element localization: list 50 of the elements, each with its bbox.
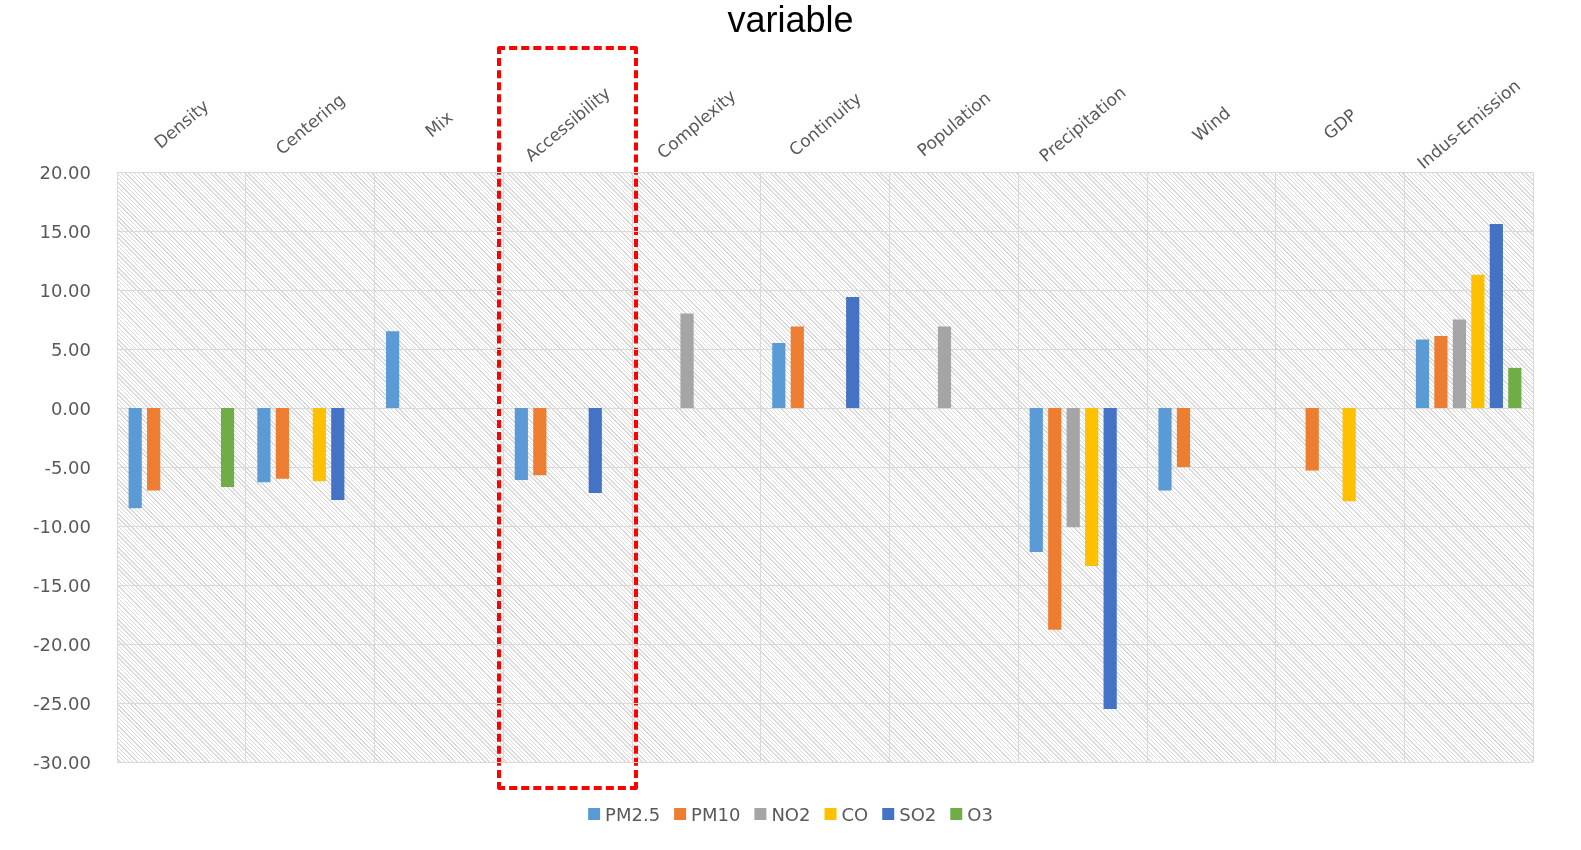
y-tick-label: 5.00 xyxy=(50,338,91,360)
legend-label: SO2 xyxy=(899,803,937,825)
bar xyxy=(790,326,804,408)
bar xyxy=(1434,336,1448,408)
bar xyxy=(1176,408,1191,467)
y-tick-label: 20.00 xyxy=(39,161,91,183)
y-tick-label: 0.00 xyxy=(50,397,91,419)
bar xyxy=(147,408,161,491)
legend-label: O3 xyxy=(967,803,993,825)
legend-label: NO2 xyxy=(771,803,811,825)
legend-label: CO xyxy=(841,803,869,825)
y-tick-label: -25.00 xyxy=(32,692,91,714)
bar xyxy=(331,408,345,501)
bar xyxy=(1103,408,1117,709)
y-tick-label: -5.00 xyxy=(44,456,91,478)
x-tick-label: Mix xyxy=(421,106,457,142)
bar xyxy=(1305,408,1319,471)
bar xyxy=(514,408,528,480)
y-tick-label: -30.00 xyxy=(32,751,91,773)
bar xyxy=(386,331,400,408)
bar xyxy=(257,408,271,483)
bar xyxy=(1048,408,1062,630)
bar xyxy=(1452,319,1466,408)
bar xyxy=(680,313,694,408)
y-tick-label: -20.00 xyxy=(32,633,91,655)
bar xyxy=(1342,408,1356,502)
y-tick-label: 15.00 xyxy=(39,220,91,242)
bar xyxy=(1489,223,1503,408)
bar xyxy=(275,408,289,479)
bar xyxy=(1415,339,1430,408)
y-tick-label: 10.00 xyxy=(39,279,91,301)
legend-label: PM2.5 xyxy=(605,803,661,825)
chart-title: variable xyxy=(727,0,854,40)
bar xyxy=(312,408,326,482)
bar xyxy=(588,408,602,493)
bar xyxy=(1508,367,1522,408)
bar xyxy=(1085,408,1099,567)
y-tick-label: -10.00 xyxy=(32,515,91,537)
bar xyxy=(1066,408,1080,528)
bar xyxy=(533,408,547,476)
bar xyxy=(128,408,142,509)
bar xyxy=(1029,408,1043,552)
bar xyxy=(846,297,860,408)
bar xyxy=(220,408,235,488)
bar xyxy=(1158,408,1172,491)
bar xyxy=(772,343,786,408)
bar xyxy=(937,326,952,408)
legend-label: PM10 xyxy=(691,803,741,825)
y-tick-label: -15.00 xyxy=(32,574,91,596)
bar xyxy=(1471,274,1485,408)
